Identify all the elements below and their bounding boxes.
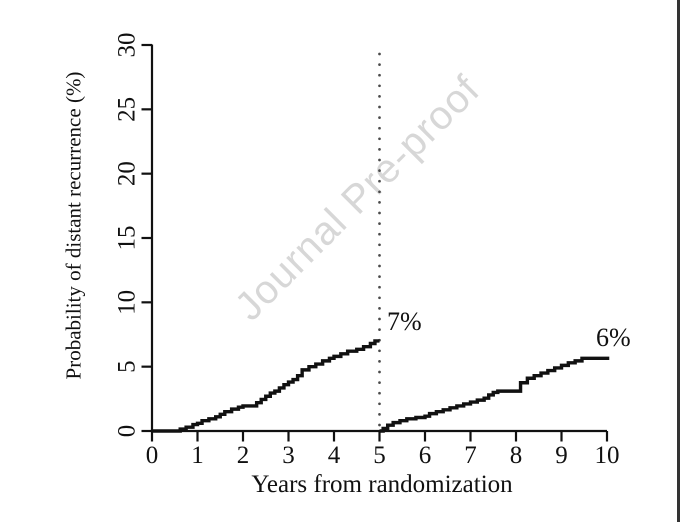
- x-axis-tick-label: 1: [191, 442, 204, 469]
- y-axis-title: Probability of distant recurrence (%): [61, 71, 86, 380]
- step-curve-years-0-5: [152, 339, 380, 433]
- x-axis-tick-label: 6: [419, 442, 432, 469]
- step-curve-years-5-10: [379, 356, 610, 433]
- y-axis-tick-label: 25: [114, 97, 141, 122]
- x-axis-tick-label: 3: [282, 442, 295, 469]
- y-axis-tick-label: 15: [114, 226, 141, 251]
- page-edge-line: [677, 0, 680, 522]
- annotation-6-percent: 6%: [596, 323, 631, 352]
- x-axis-tick-label: 0: [146, 442, 159, 469]
- x-axis-tick-label: 7: [464, 442, 477, 469]
- x-axis-tick-label: 5: [373, 442, 386, 469]
- annotation-7-percent: 7%: [387, 307, 422, 336]
- x-axis-title: Years from randomization: [251, 471, 513, 498]
- x-axis-tick-label: 2: [237, 442, 250, 469]
- y-axis-tick-label: 30: [114, 33, 141, 58]
- x-axis-tick-label: 8: [510, 442, 523, 469]
- x-axis-tick-label: 4: [328, 442, 341, 469]
- y-axis-tick-label: 20: [114, 161, 141, 186]
- y-axis-tick-label: 0: [114, 425, 141, 438]
- x-axis-tick-label: 9: [555, 442, 568, 469]
- x-axis-tick-label: 10: [595, 442, 620, 469]
- y-axis-tick-label: 5: [114, 360, 141, 373]
- y-axis-tick-label: 10: [114, 290, 141, 315]
